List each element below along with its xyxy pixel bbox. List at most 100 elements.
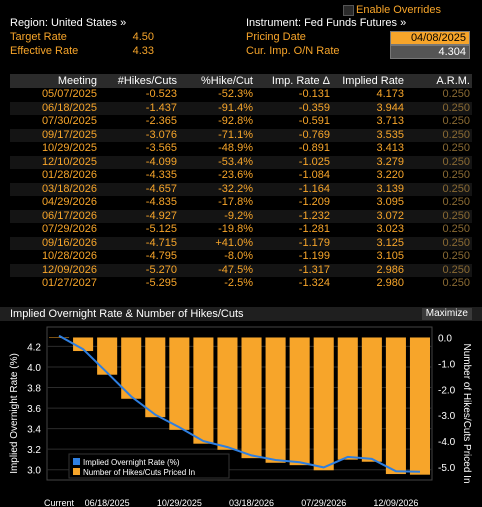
cell-pct-hike-cut: -2.5% — [224, 277, 253, 290]
maximize-button[interactable]: Maximize — [421, 308, 472, 320]
region-selector[interactable]: Region: United States » — [10, 17, 127, 29]
table-row[interactable]: 09/16/2026 -4.715 +41.0% -1.179 3.125 0.250 — [10, 236, 472, 250]
table-row[interactable]: 01/27/2027 -5.295 -2.5% -1.324 2.980 0.250 — [10, 277, 472, 291]
cell-hikes-cuts: -5.125 — [145, 223, 177, 236]
chart-bar — [169, 337, 190, 430]
column-header-pct-hike-cut[interactable]: %Hike/Cut — [179, 74, 255, 88]
cell-meeting: 12/09/2026 — [10, 263, 99, 277]
cell-pct-hike-cut: +41.0% — [179, 236, 255, 250]
table-row[interactable]: 06/18/2025 -1.437 -91.4% -0.359 3.944 0.250 — [10, 101, 472, 115]
table-row[interactable]: 09/17/2025 -3.076 -71.1% -0.769 3.535 0.250 — [10, 128, 472, 142]
cell-pct-hike-cut: -71.1% — [179, 128, 255, 142]
cell-implied-rate: 3.713 — [376, 115, 404, 128]
cell-pct-hike-cut: -9.2% — [179, 209, 255, 223]
cell-arm: 0.250 — [406, 101, 472, 115]
chart-bar — [121, 337, 142, 399]
effective-rate-value: 4.33 — [132, 45, 154, 57]
column-header-implied-rate[interactable]: Implied Rate — [332, 74, 406, 88]
cell-imp-rate-delta: -0.131 — [298, 88, 330, 101]
cur-imp-rate-input[interactable]: 4.304 — [390, 45, 470, 59]
chart-plot-frame — [46, 326, 433, 481]
column-header-arm[interactable]: A.R.M. — [406, 74, 472, 88]
table-row[interactable]: 12/10/2025 -4.099 -53.4% -1.025 3.279 0.250 — [10, 155, 472, 169]
cell-arm: 0.250 — [442, 169, 470, 182]
table-row[interactable]: 10/28/2026 -4.795 -8.0% -1.199 3.105 0.250 — [10, 250, 472, 264]
cell-pct-hike-cut: -52.3% — [218, 88, 253, 101]
cell-implied-rate: 2.986 — [332, 263, 406, 277]
cell-pct-hike-cut: -17.8% — [218, 196, 253, 209]
cell-pct-hike-cut: -92.8% — [218, 115, 253, 128]
chart-section-bar — [0, 307, 482, 321]
cell-arm: 0.250 — [442, 250, 470, 263]
table-row[interactable]: 06/17/2026 -4.927 -9.2% -1.232 3.072 0.250 — [10, 209, 472, 223]
enable-overrides-label[interactable]: Enable Overrides — [356, 4, 441, 16]
cell-meeting: 04/29/2026 — [41, 196, 97, 209]
table-row[interactable]: 07/30/2025 -2.365 -92.8% -0.591 3.713 0.250 — [10, 115, 472, 129]
y-left-tick-label: 4.2 — [27, 342, 41, 353]
cell-implied-rate: 3.944 — [332, 101, 406, 115]
y-left-tick-label: 3.0 — [27, 466, 41, 477]
y-left-axis-title: Implied Overnight Rate (%) — [9, 353, 20, 474]
cell-arm: 0.250 — [442, 142, 470, 155]
cell-implied-rate: 3.072 — [332, 209, 406, 223]
cell-imp-rate-delta: -0.591 — [298, 115, 330, 128]
chart-bar — [289, 337, 310, 466]
cell-implied-rate: 2.980 — [376, 277, 404, 290]
table-row[interactable]: 03/18/2026 -4.657 -32.2% -1.164 3.139 0.250 — [10, 182, 472, 196]
chart-bar — [145, 337, 166, 418]
instrument-selector[interactable]: Instrument: Fed Funds Futures » — [246, 17, 407, 29]
cell-pct-hike-cut: -23.6% — [218, 169, 253, 182]
y-left-tick-label: 3.2 — [27, 445, 41, 456]
cell-implied-rate: 3.125 — [332, 236, 406, 250]
y-right-tick-label: -4.0 — [438, 437, 456, 448]
cell-imp-rate-delta: -1.317 — [255, 263, 332, 277]
table-row[interactable]: 12/09/2026 -5.270 -47.5% -1.317 2.986 0.250 — [10, 263, 472, 277]
table-row[interactable]: 05/07/2025 -0.523 -52.3% -0.131 4.173 0.250 — [10, 88, 472, 102]
chart-bar — [337, 337, 358, 460]
y-right-tick-label: 0.0 — [438, 333, 452, 344]
pricing-date-input[interactable]: 04/08/2025 — [390, 31, 470, 45]
cell-arm: 0.250 — [442, 196, 470, 209]
y-left-tick-label: 3.4 — [27, 425, 41, 436]
y-left-tick-label: 3.6 — [27, 404, 41, 415]
table-row[interactable]: 01/28/2026 -4.335 -23.6% -1.084 3.220 0.250 — [10, 169, 472, 183]
meetings-table: Meeting #Hikes/Cuts %Hike/Cut Imp. Rate … — [10, 74, 472, 291]
cell-meeting: 10/29/2025 — [41, 142, 97, 155]
cell-meeting: 06/17/2026 — [10, 209, 99, 223]
x-tick-label: 03/18/2026 — [229, 498, 274, 507]
rate-and-hikes-chart: 3.0 3.2 3.4 3.6 3.8 4.0 4.2 0.0 -1.0 -2.0 -3.0 -4.0… — [9, 326, 472, 507]
pricing-date-label: Pricing Date — [246, 31, 306, 43]
cell-meeting: 03/18/2026 — [10, 182, 99, 196]
chart-section-title: Implied Overnight Rate & Number of Hikes… — [10, 308, 244, 320]
x-tick-label: 10/29/2025 — [157, 498, 202, 507]
enable-overrides-checkbox[interactable] — [343, 5, 354, 16]
column-header-meeting[interactable]: Meeting — [10, 74, 99, 88]
legend-swatch-line — [73, 458, 80, 465]
cell-meeting: 07/29/2026 — [41, 223, 97, 236]
chart-line-implied-rate — [58, 334, 421, 473]
column-header-hikes-cuts[interactable]: #Hikes/Cuts — [99, 74, 179, 88]
effective-rate-label: Effective Rate — [10, 45, 79, 57]
cell-imp-rate-delta: -1.179 — [255, 236, 332, 250]
x-tick-label: Current — [44, 498, 75, 507]
cell-pct-hike-cut: -47.5% — [179, 263, 255, 277]
table-header-row: Meeting #Hikes/Cuts %Hike/Cut Imp. Rate … — [10, 74, 472, 88]
table-row[interactable]: 04/29/2026 -4.835 -17.8% -1.209 3.095 0.250 — [10, 196, 472, 210]
cell-hikes-cuts: -3.076 — [99, 128, 179, 142]
table-row[interactable]: 07/29/2026 -5.125 -19.8% -1.281 3.023 0.250 — [10, 223, 472, 237]
cell-arm: 0.250 — [406, 182, 472, 196]
cell-arm: 0.250 — [406, 128, 472, 142]
cell-arm: 0.250 — [442, 88, 470, 101]
cell-hikes-cuts: -4.099 — [99, 155, 179, 169]
cell-imp-rate-delta: -1.281 — [298, 223, 330, 236]
chart-legend-box — [68, 453, 230, 479]
cell-hikes-cuts: -4.657 — [99, 182, 179, 196]
table-row[interactable]: 10/29/2025 -3.565 -48.9% -0.891 3.413 0.250 — [10, 142, 472, 156]
x-tick-label: 07/29/2026 — [301, 498, 346, 507]
x-tick-label: 12/09/2026 — [373, 498, 418, 507]
cell-arm: 0.250 — [406, 209, 472, 223]
x-tick-label: 06/18/2025 — [85, 498, 130, 507]
legend-swatch-bar — [73, 468, 80, 475]
cell-implied-rate: 3.279 — [332, 155, 406, 169]
column-header-imp-rate-delta[interactable]: Imp. Rate Δ — [255, 74, 332, 88]
